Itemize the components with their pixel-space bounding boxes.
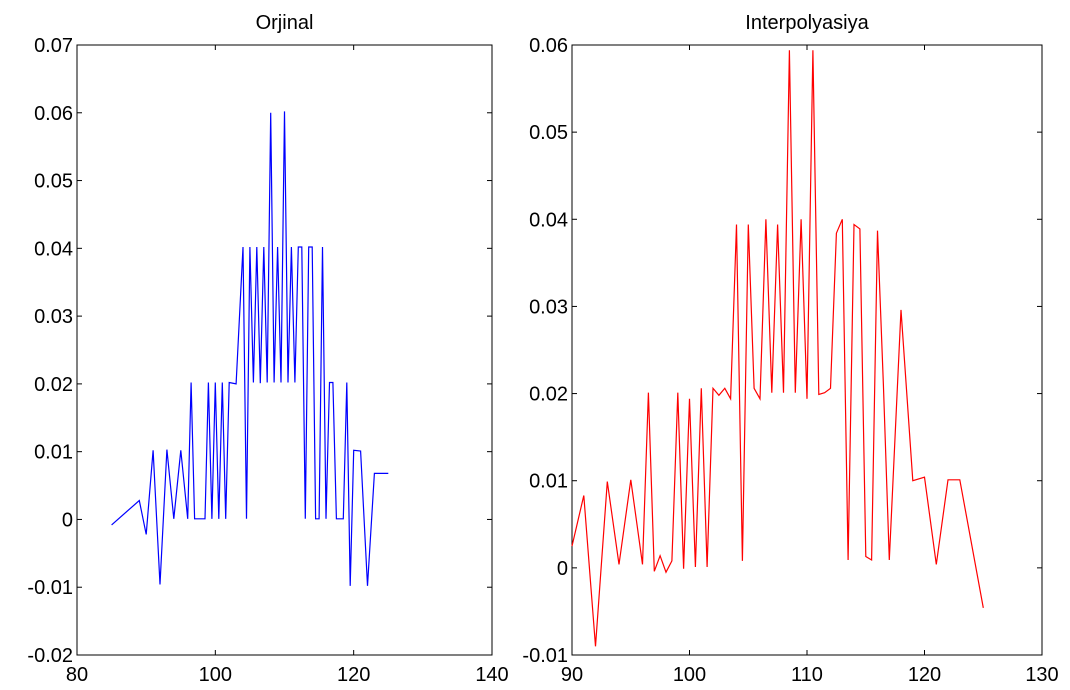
y-tick-label: 0.07 [34,35,73,57]
y-tick-label: 0.01 [529,471,568,493]
y-tick-label: 0.05 [529,122,568,144]
axes-frame-interpolyasiya [571,44,1043,656]
y-tick-label: 0.03 [529,296,568,318]
x-tick-label: 100 [673,664,706,686]
x-tick-label: 100 [199,664,232,686]
chart-title-interpolyasiya: Interpolyasiya [745,12,869,34]
y-tick-label: -0.01 [522,645,568,667]
x-tick-label: 90 [561,664,583,686]
y-tick-label: 0.05 [34,171,73,193]
y-tick-label: 0.03 [34,306,73,328]
x-tick-label: 120 [908,664,941,686]
y-tick-label: -0.01 [27,577,73,599]
x-tick-label: 80 [66,664,88,686]
y-tick-label: 0 [62,509,73,531]
y-tick-label: -0.02 [27,645,73,667]
axes-orjinal: Orjinal 80 100 120 140 -0.02 -0.01 0 0.01 0.02 0.0… [27,12,508,686]
x-tick-label: 130 [1025,664,1058,686]
y-tick-label: 0.04 [34,238,73,260]
y-tick-label: 0.01 [34,442,73,464]
y-tick-label: 0.04 [529,209,568,231]
chart-title-orjinal: Orjinal [256,12,314,34]
y-tick-label: 0.02 [34,374,73,396]
x-tick-label: 140 [475,664,508,686]
series-line-orjinal [111,111,389,586]
y-tick-label: 0 [557,558,568,580]
series-line-interpolyasiya [571,50,984,647]
y-tick-label: 0.02 [529,384,568,406]
x-tick-label: 110 [791,664,823,686]
x-tick-label: 120 [337,664,370,686]
axes-interpolyasiya: Interpolyasiya 90 100 110 120 130 -0.01 0 0.01 0.… [522,12,1058,686]
y-tick-label: 0.06 [529,35,568,57]
y-tick-label: 0.06 [34,103,73,125]
